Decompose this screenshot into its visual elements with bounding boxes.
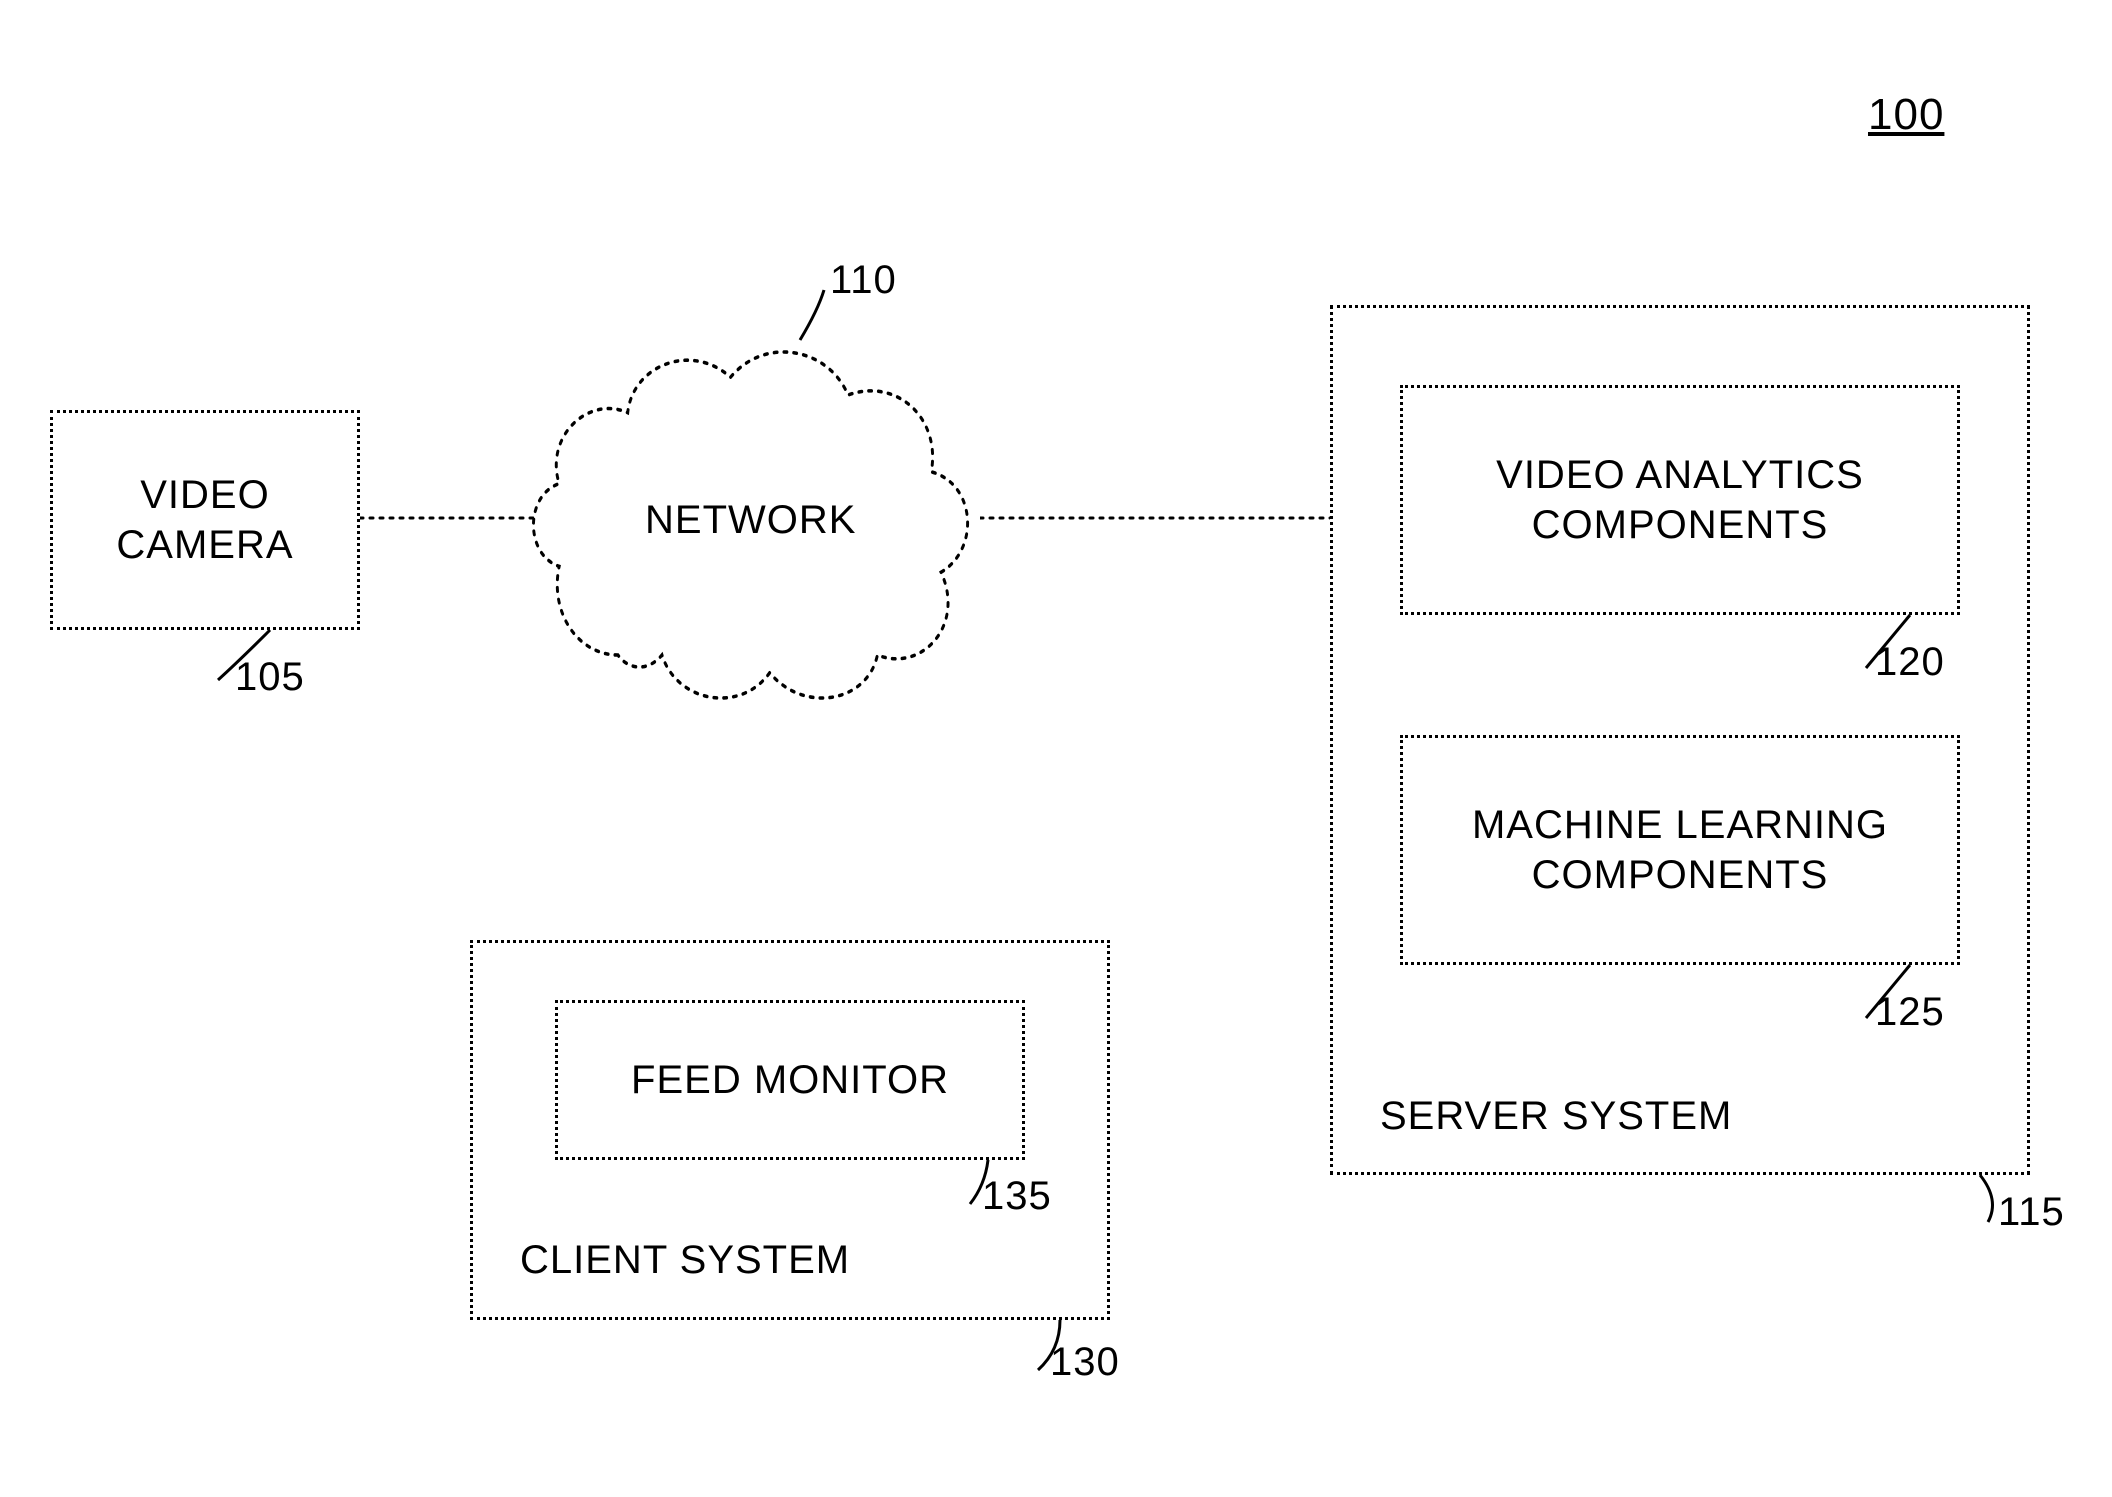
machine-learning-label: MACHINE LEARNING COMPONENTS [1472,800,1888,900]
diagram-canvas: 100 VIDEO CAMERA 105 NETWORK 110 SERVER … [0,0,2112,1497]
network-ref: 110 [830,258,897,303]
video-camera-label: VIDEO CAMERA [116,470,293,570]
network-leader [794,285,834,345]
server-system-title: SERVER SYSTEM [1380,1094,1732,1139]
feed-monitor-ref: 135 [982,1174,1052,1219]
video-camera-ref: 105 [235,655,305,700]
video-analytics-label: VIDEO ANALYTICS COMPONENTS [1496,450,1864,550]
figure-number: 100 [1868,90,1944,140]
machine-learning-ref: 125 [1875,990,1945,1035]
edge-network-server [980,513,1335,523]
video-analytics-node: VIDEO ANALYTICS COMPONENTS [1400,385,1960,615]
feed-monitor-label: FEED MONITOR [631,1055,949,1105]
network-label: NETWORK [645,498,856,543]
video-analytics-ref: 120 [1875,640,1945,685]
client-system-title: CLIENT SYSTEM [520,1238,850,1283]
client-system-ref: 130 [1050,1340,1120,1385]
edge-camera-network [360,513,540,523]
server-system-ref: 115 [1998,1190,2065,1235]
machine-learning-node: MACHINE LEARNING COMPONENTS [1400,735,1960,965]
video-camera-node: VIDEO CAMERA [50,410,360,630]
feed-monitor-node: FEED MONITOR [555,1000,1025,1160]
